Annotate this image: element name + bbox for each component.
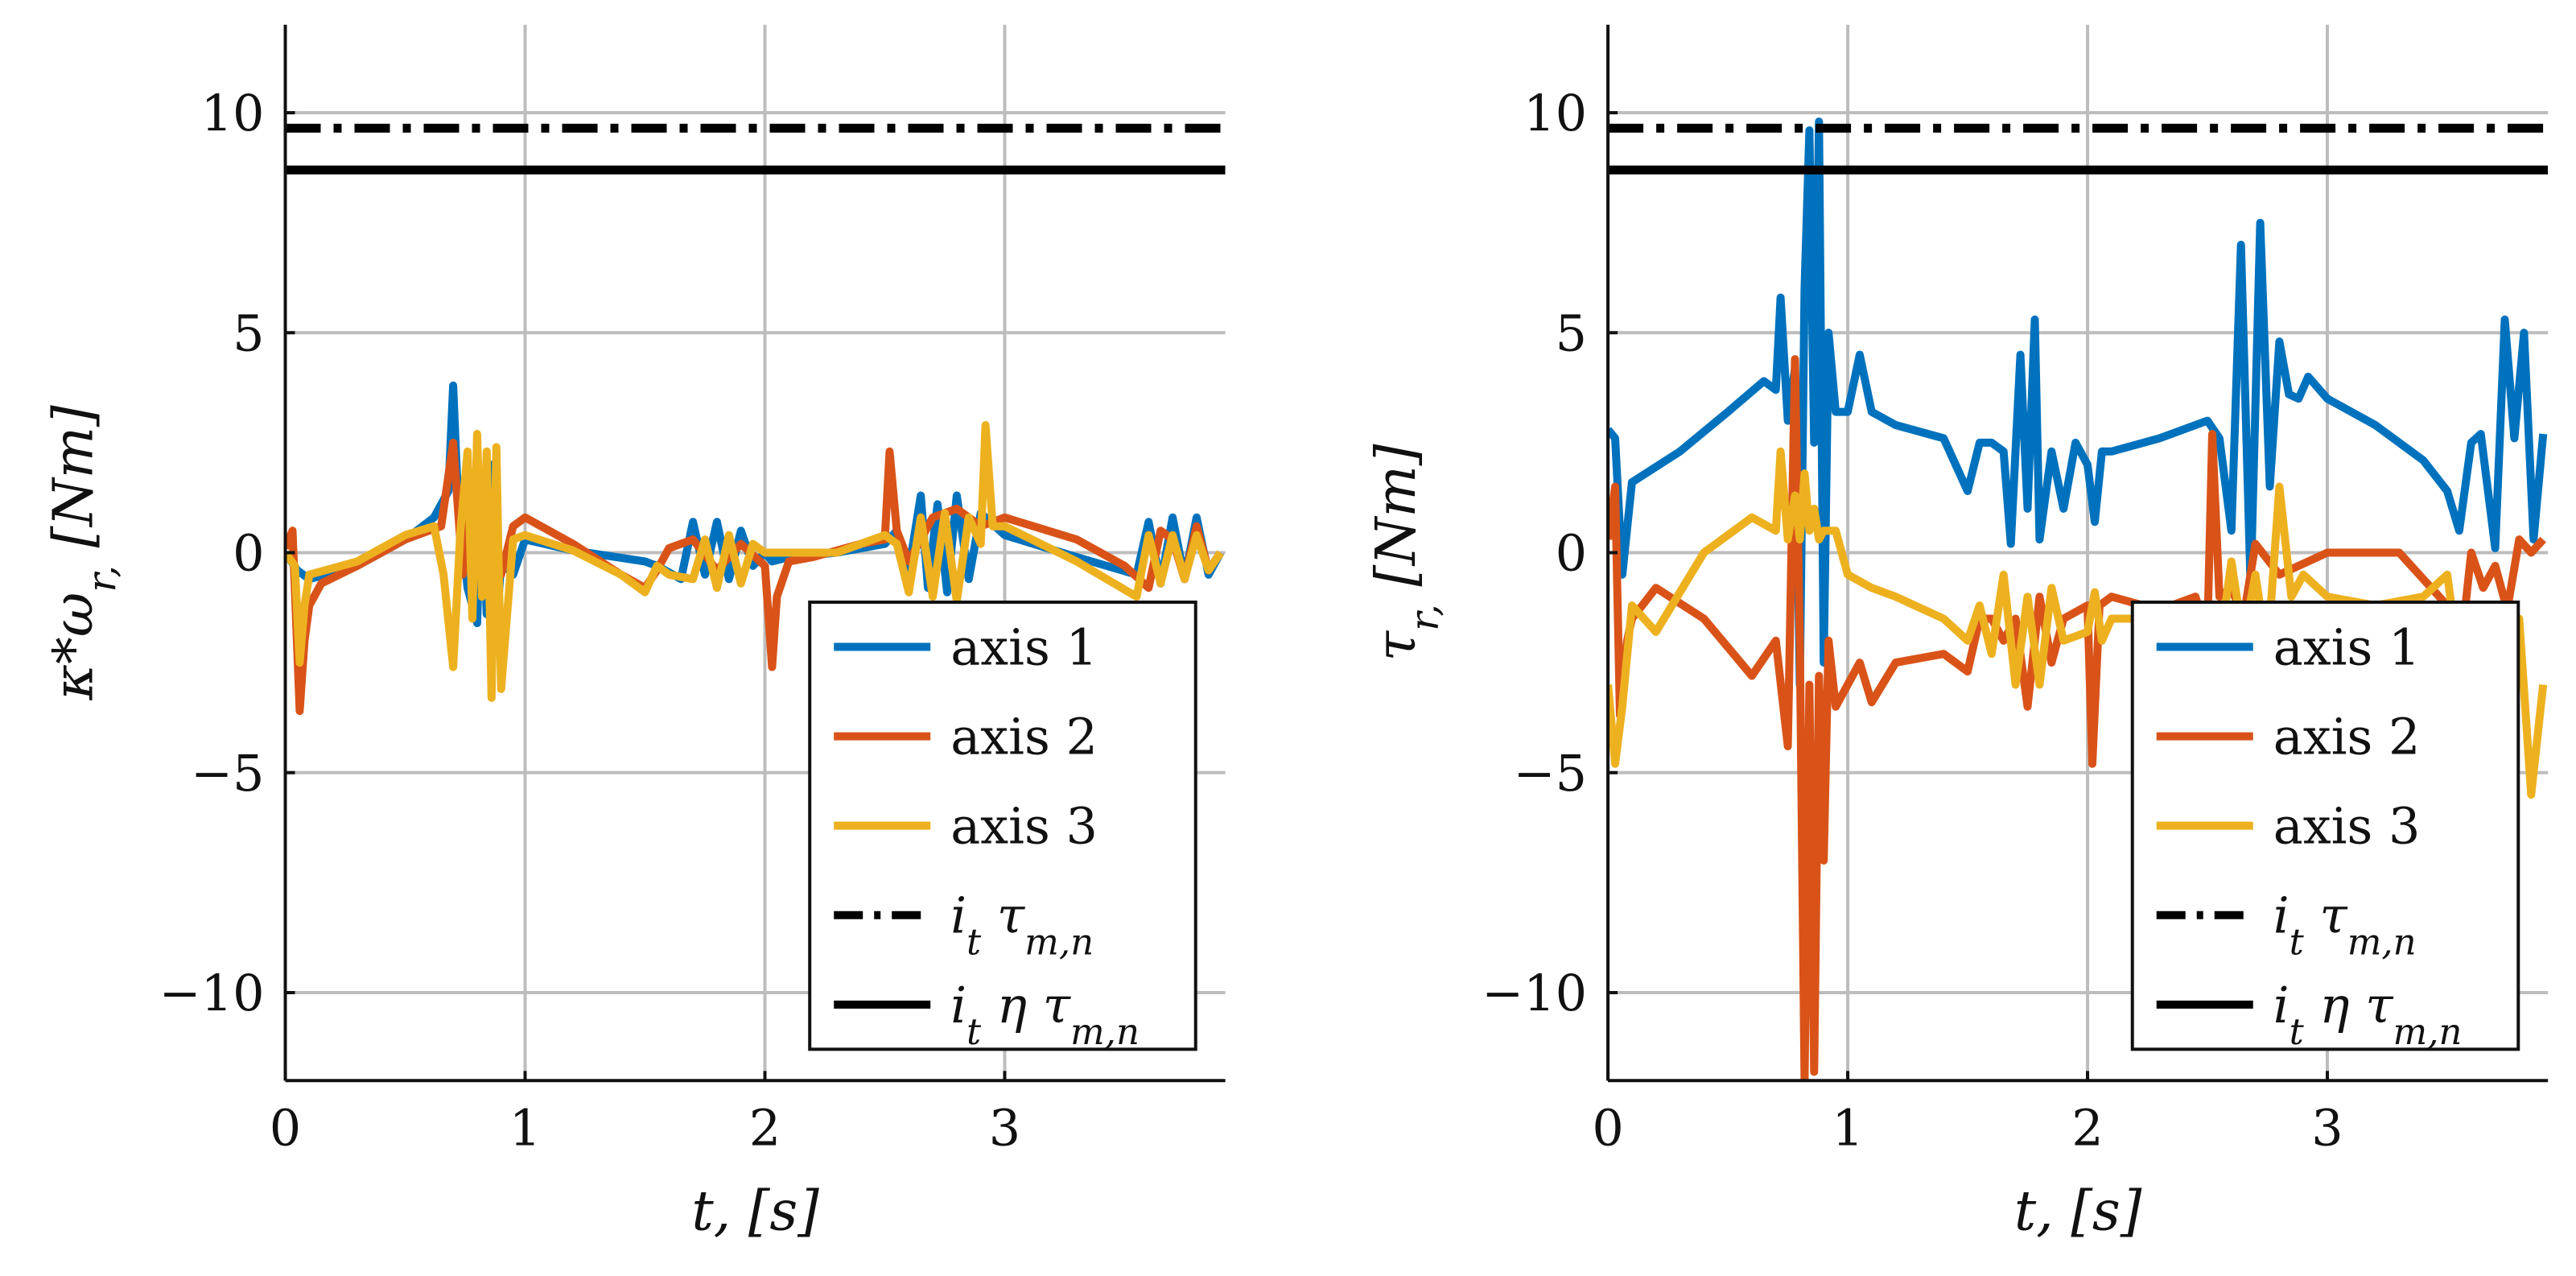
right-y-tick-label: −10 — [1482, 964, 1587, 1022]
right-y-tick-label: 10 — [1523, 84, 1587, 142]
left-x-tick-label: 2 — [749, 1098, 781, 1157]
right-legend-label-4: it​ τm,n​ — [2273, 886, 2417, 964]
left-legend-label-4: it​ τm,n​ — [950, 886, 1094, 964]
right-x-tick-label: 0 — [1592, 1098, 1623, 1157]
left-x-tick-label: 1 — [509, 1098, 541, 1157]
right-x-tick-label: 1 — [1832, 1098, 1863, 1157]
left-y-axis-label: κ*ωr,​ [Nm] — [43, 405, 126, 701]
right-series-line-3 — [1608, 447, 2548, 799]
right-y-axis-label: τr,​ [Nm] — [1365, 444, 1448, 661]
right-legend-label-1: axis 1 — [2273, 618, 2421, 677]
right-legend: axis 1 axis 2 axis 3 it​ τm,n​ it​ η τm,n​ — [2130, 600, 2520, 1053]
left-y-tick-label: −10 — [159, 964, 265, 1022]
right-series-line-2 — [1608, 355, 2546, 1081]
left-x-tick-label: 0 — [270, 1098, 301, 1157]
right-legend-label-5: it​ η τm,n​ — [2273, 976, 2463, 1053]
left-x-axis-label: t, [s] — [691, 1179, 819, 1243]
right-x-tick-label: 2 — [2071, 1098, 2103, 1157]
left-legend-label-5: it​ η τm,n​ — [950, 976, 1140, 1053]
left-legend-label-3: axis 3 — [950, 797, 1098, 856]
left-series-line-3 — [285, 421, 1224, 702]
right-x-axis-label: t, [s] — [2014, 1179, 2142, 1243]
left-legend-label-2: axis 2 — [950, 708, 1098, 766]
right-y-tick-label: 5 — [1556, 304, 1587, 362]
left-y-tick-label: 10 — [201, 84, 265, 142]
right-y-tick-label: −5 — [1514, 744, 1587, 803]
left-y-tick-label: −5 — [191, 744, 264, 803]
right-legend-label-2: axis 2 — [2273, 708, 2421, 766]
left-x-tick-label: 3 — [989, 1098, 1020, 1157]
right-legend-label-3: axis 3 — [2273, 797, 2421, 856]
right-y-tick-label: 0 — [1556, 524, 1587, 583]
right-chart-panel: 0 1 2 3 −10 −5 0 5 10 t, [s] τr,​ [Nm] axis 1 axis 2… — [1365, 24, 2549, 1243]
left-y-tick-label: 5 — [233, 304, 264, 362]
left-series-line-1 — [285, 381, 1225, 636]
left-legend-label-1: axis 1 — [950, 618, 1098, 677]
right-x-tick-label: 3 — [2311, 1098, 2343, 1157]
left-legend: axis 1 axis 2 axis 3 it​ τm,n​ it​ η τm,n​ — [808, 600, 1197, 1053]
left-y-tick-label: 0 — [233, 524, 264, 583]
